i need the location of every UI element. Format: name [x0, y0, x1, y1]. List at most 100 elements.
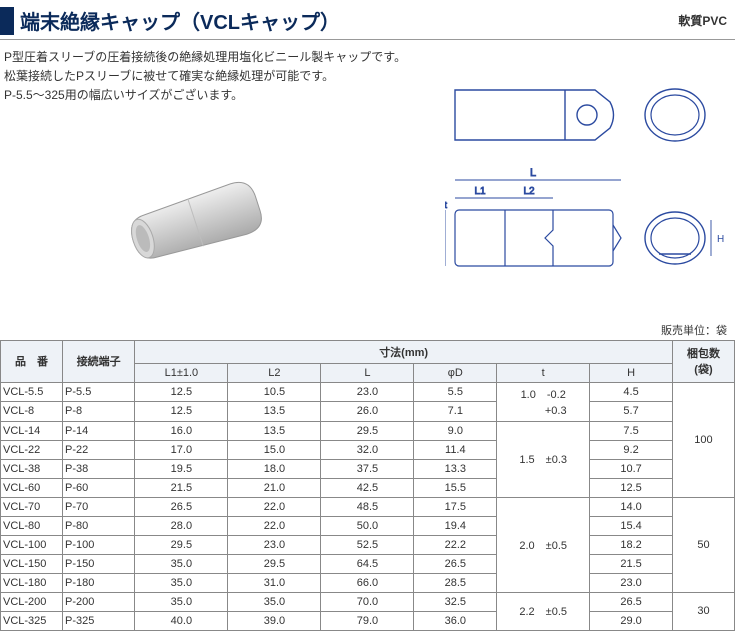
- table-row: VCL-150P-15035.029.564.526.521.5: [1, 554, 735, 573]
- desc-line-2: 松葉接続したPスリーブに被せて確実な絶縁処理が可能です。: [4, 67, 434, 86]
- table-row: VCL-100P-10029.523.052.522.218.2: [1, 535, 735, 554]
- cell-H: 21.5: [590, 554, 673, 573]
- cell-L: 79.0: [321, 611, 414, 630]
- cell-L: 64.5: [321, 554, 414, 573]
- cell-L: 50.0: [321, 516, 414, 535]
- cell-L1: 12.5: [135, 402, 228, 422]
- th-H: H: [590, 363, 673, 382]
- dim-L: L: [530, 167, 536, 179]
- page-title: 端末絶縁キャップ（VCLキャップ）: [20, 6, 678, 35]
- cell-terminal: P-100: [63, 535, 135, 554]
- cell-terminal: P-325: [63, 611, 135, 630]
- cell-part-no: VCL-8: [1, 402, 63, 422]
- cell-part-no: VCL-60: [1, 478, 63, 497]
- cell-H: 12.5: [590, 478, 673, 497]
- cell-L1: 35.0: [135, 592, 228, 611]
- cell-phiD: 11.4: [414, 440, 497, 459]
- cell-phiD: 17.5: [414, 497, 497, 516]
- cell-part-no: VCL-80: [1, 516, 63, 535]
- dim-L2: L2: [523, 186, 535, 197]
- cell-L: 70.0: [321, 592, 414, 611]
- table-row: VCL-70P-7026.522.048.517.52.0 ±0.514.050: [1, 497, 735, 516]
- cell-L2: 22.0: [228, 497, 321, 516]
- cell-L2: 31.0: [228, 573, 321, 592]
- cell-L2: 23.0: [228, 535, 321, 554]
- cell-L1: 40.0: [135, 611, 228, 630]
- page-header: 端末絶縁キャップ（VCLキャップ） 軟質PVC: [0, 0, 735, 40]
- cell-terminal: P-60: [63, 478, 135, 497]
- dim-H: H: [717, 234, 724, 245]
- cell-L2: 15.0: [228, 440, 321, 459]
- table-row: VCL-38P-3819.518.037.513.310.7: [1, 459, 735, 478]
- cell-L: 23.0: [321, 382, 414, 402]
- cell-H: 5.7: [590, 402, 673, 422]
- cell-part-no: VCL-70: [1, 497, 63, 516]
- cell-phiD: 36.0: [414, 611, 497, 630]
- cell-phiD: 19.4: [414, 516, 497, 535]
- table-row: VCL-14P-1416.013.529.59.01.5 ±0.37.5: [1, 421, 735, 440]
- cell-L: 37.5: [321, 459, 414, 478]
- cell-H: 9.2: [590, 440, 673, 459]
- cell-t: 1.0 -0.2 +0.3: [497, 382, 590, 421]
- cell-terminal: P-22: [63, 440, 135, 459]
- dim-L1: L1: [474, 186, 486, 197]
- cell-H: 23.0: [590, 573, 673, 592]
- sales-unit-label: 販売単位：袋: [0, 322, 727, 338]
- cell-part-no: VCL-180: [1, 573, 63, 592]
- cell-H: 18.2: [590, 535, 673, 554]
- cell-phiD: 9.0: [414, 421, 497, 440]
- cell-part-no: VCL-200: [1, 592, 63, 611]
- spec-table-body: VCL-5.5P-5.512.510.523.05.51.0 -0.2 +0.3…: [1, 382, 735, 630]
- cell-terminal: P-70: [63, 497, 135, 516]
- th-L2: L2: [228, 363, 321, 382]
- th-phiD: φD: [414, 363, 497, 382]
- cell-L1: 35.0: [135, 554, 228, 573]
- cell-part-no: VCL-100: [1, 535, 63, 554]
- cell-phiD: 28.5: [414, 573, 497, 592]
- figure-row: L L1 L2 φD t H: [0, 110, 735, 320]
- cell-H: 14.0: [590, 497, 673, 516]
- desc-line-1: P型圧着スリーブの圧着接続後の絶縁処理用塩化ビニール製キャップです。: [4, 48, 434, 67]
- cell-L2: 10.5: [228, 382, 321, 402]
- cell-L1: 29.5: [135, 535, 228, 554]
- description-block: P型圧着スリーブの圧着接続後の絶縁処理用塩化ビニール製キャップです。 松葉接続し…: [4, 48, 434, 106]
- cell-L1: 28.0: [135, 516, 228, 535]
- spec-table: 品 番 接続端子 寸法(mm) 梱包数 (袋) L1±1.0 L2 L φD t…: [0, 340, 735, 631]
- cell-L: 26.0: [321, 402, 414, 422]
- header-accent-bar: [0, 7, 14, 35]
- product-photo: [100, 160, 300, 280]
- table-row: VCL-325P-32540.039.079.036.029.0: [1, 611, 735, 630]
- cell-phiD: 13.3: [414, 459, 497, 478]
- table-row: VCL-180P-18035.031.066.028.523.0: [1, 573, 735, 592]
- cell-phiD: 15.5: [414, 478, 497, 497]
- th-L1: L1±1.0: [135, 363, 228, 382]
- cell-terminal: P-80: [63, 516, 135, 535]
- table-row: VCL-22P-2217.015.032.011.49.2: [1, 440, 735, 459]
- cell-L2: 13.5: [228, 402, 321, 422]
- cell-phiD: 22.2: [414, 535, 497, 554]
- dim-t: t: [445, 200, 447, 210]
- cell-terminal: P-14: [63, 421, 135, 440]
- cell-t: 2.2 ±0.5: [497, 592, 590, 630]
- table-row: VCL-60P-6021.521.042.515.512.5: [1, 478, 735, 497]
- cell-L2: 18.0: [228, 459, 321, 478]
- dimension-diagrams: L L1 L2 φD t H: [445, 70, 725, 310]
- cell-terminal: P-200: [63, 592, 135, 611]
- material-label: 軟質PVC: [678, 12, 727, 29]
- cell-L1: 26.5: [135, 497, 228, 516]
- cell-phiD: 26.5: [414, 554, 497, 573]
- cell-L1: 19.5: [135, 459, 228, 478]
- cell-L1: 12.5: [135, 382, 228, 402]
- cell-part-no: VCL-14: [1, 421, 63, 440]
- cell-part-no: VCL-22: [1, 440, 63, 459]
- cell-pack: 30: [672, 592, 734, 630]
- cell-terminal: P-38: [63, 459, 135, 478]
- cell-H: 29.0: [590, 611, 673, 630]
- cell-terminal: P-8: [63, 402, 135, 422]
- cell-H: 10.7: [590, 459, 673, 478]
- cell-terminal: P-150: [63, 554, 135, 573]
- desc-line-3: P-5.5〜325用の幅広いサイズがございます。: [4, 86, 434, 105]
- th-dimensions: 寸法(mm): [135, 340, 673, 363]
- cell-terminal: P-5.5: [63, 382, 135, 402]
- cell-part-no: VCL-5.5: [1, 382, 63, 402]
